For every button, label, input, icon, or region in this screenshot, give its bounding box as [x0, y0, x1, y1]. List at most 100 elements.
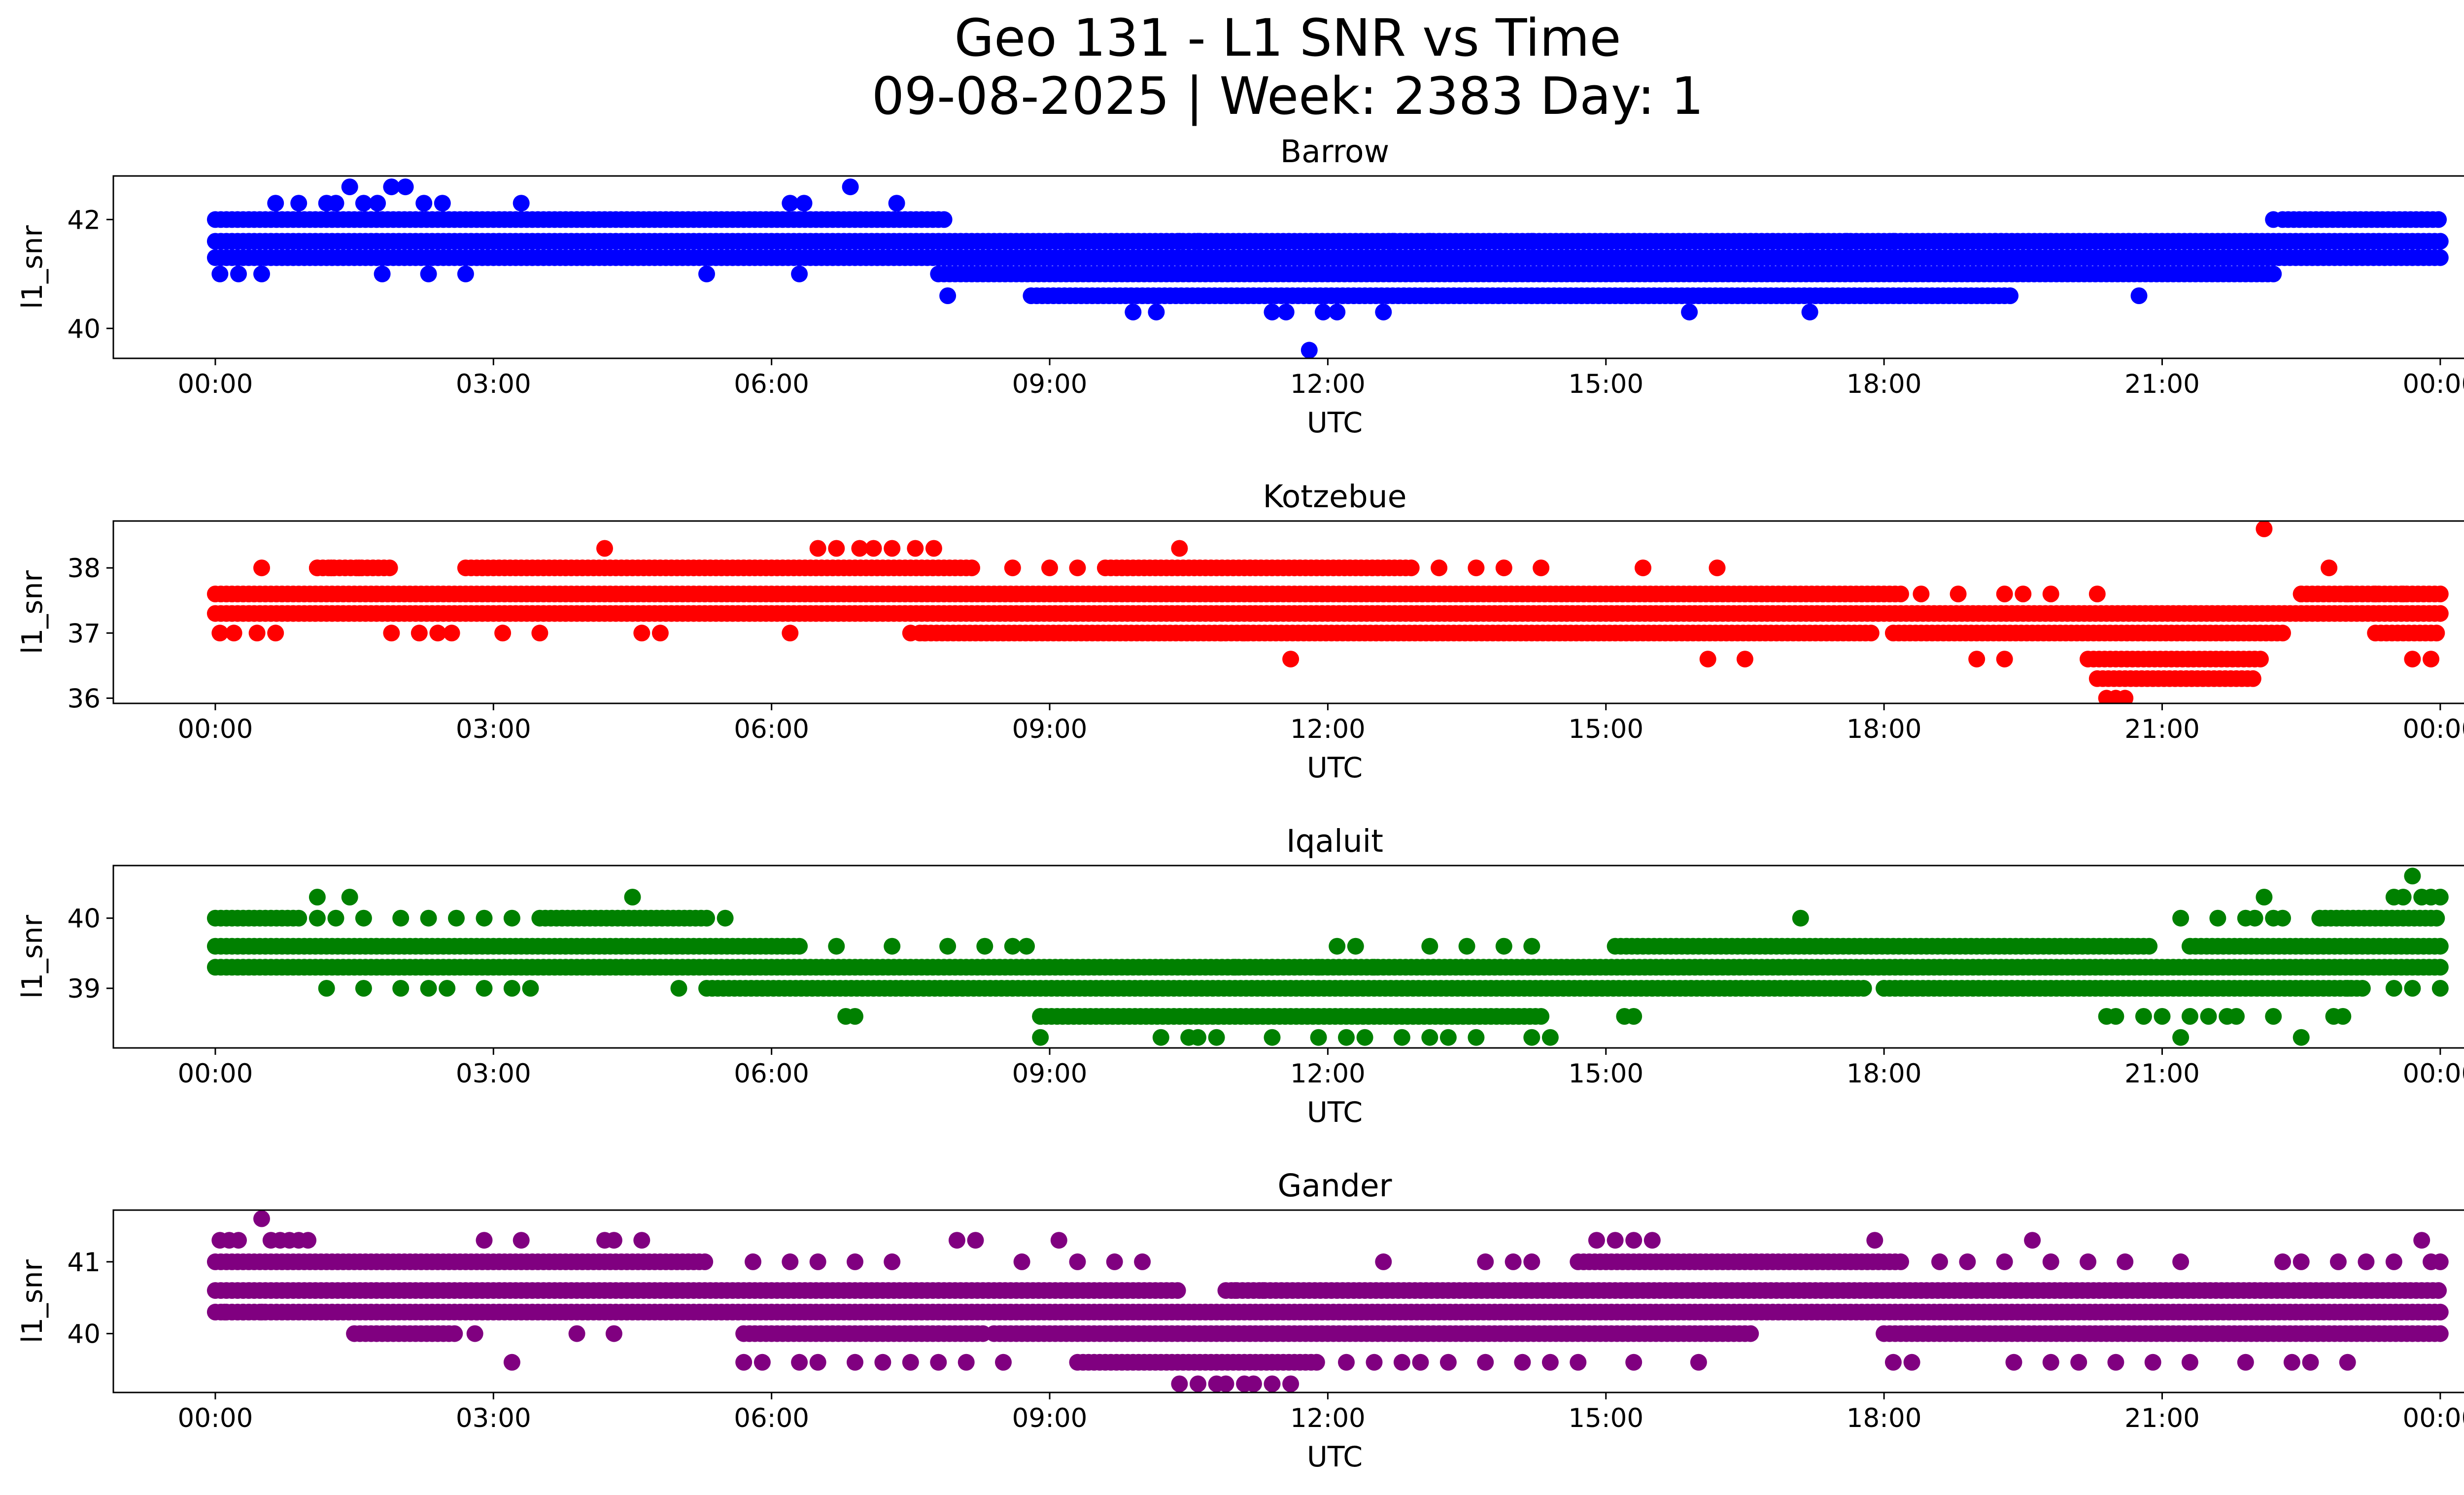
data-point — [2367, 586, 2384, 602]
y-axis-label: l1_snr — [16, 225, 49, 309]
data-point — [1495, 938, 1512, 955]
x-tick-label: 03:00 — [456, 1059, 531, 1089]
data-point — [1468, 559, 1485, 577]
data-point — [1171, 540, 1188, 557]
data-point — [1431, 559, 1448, 577]
data-point — [1523, 1029, 1540, 1046]
data-point — [717, 909, 734, 927]
data-point — [1681, 304, 1698, 321]
data-point — [1458, 233, 1475, 250]
data-point — [381, 559, 398, 577]
data-point — [2002, 287, 2019, 304]
data-point — [439, 980, 456, 997]
data-point — [374, 265, 391, 282]
data-point — [1635, 559, 1651, 577]
y-tick-label: 38 — [68, 554, 101, 584]
x-tick-label: 18:00 — [1847, 369, 1922, 399]
data-point — [2293, 1029, 2310, 1046]
data-point — [842, 178, 859, 196]
data-point — [884, 938, 901, 955]
panel-title: Iqaluit — [1286, 823, 1383, 859]
data-point — [2339, 980, 2356, 997]
data-point — [670, 980, 687, 997]
data-point — [420, 980, 437, 997]
data-point — [1171, 233, 1188, 250]
data-point — [341, 178, 358, 196]
x-tick-label: 06:00 — [734, 1059, 809, 1089]
data-point — [2339, 586, 2356, 602]
data-point — [939, 287, 957, 304]
data-point — [1986, 233, 2004, 250]
data-point — [1541, 1029, 1559, 1046]
data-point — [2252, 651, 2269, 668]
y-tick-label: 36 — [68, 684, 101, 714]
data-point — [828, 540, 845, 557]
x-tick-label: 09:00 — [1012, 369, 1088, 399]
data-point — [795, 195, 813, 212]
data-point — [2228, 1008, 2245, 1025]
data-point — [1838, 980, 1855, 997]
x-tick-label: 00:00 — [178, 1059, 253, 1089]
data-point — [1996, 651, 2013, 668]
x-tick-label: 15:00 — [1568, 1059, 1643, 1089]
data-point — [355, 195, 372, 212]
data-point — [1421, 233, 1438, 250]
data-point — [2431, 959, 2449, 976]
data-point — [1180, 959, 1198, 976]
data-point — [2244, 670, 2261, 687]
x-tick-label: 00:00 — [178, 714, 253, 744]
data-point — [939, 938, 957, 955]
data-point — [1625, 233, 1643, 250]
data-point — [434, 195, 451, 212]
panel-title: Barrow — [1280, 134, 1389, 170]
x-tick-label: 06:00 — [734, 369, 809, 399]
data-point — [1421, 1029, 1438, 1046]
data-point — [1736, 651, 1753, 668]
data-point — [2431, 249, 2449, 266]
data-point — [2431, 1303, 2449, 1321]
data-point — [596, 540, 613, 557]
data-point — [698, 909, 715, 927]
data-point — [2430, 1282, 2447, 1299]
data-point — [1329, 938, 1346, 955]
data-point — [809, 540, 826, 557]
data-point — [355, 980, 372, 997]
data-point — [1310, 1029, 1327, 1046]
data-point — [308, 889, 326, 905]
data-point — [2042, 586, 2059, 602]
data-point — [457, 265, 474, 282]
data-point — [624, 889, 641, 905]
data-point — [1264, 1029, 1281, 1046]
axes-frame — [112, 865, 2464, 1049]
data-point — [916, 625, 933, 642]
data-point — [828, 938, 845, 955]
data-point — [1468, 1029, 1485, 1046]
data-point — [1533, 559, 1550, 577]
data-point — [651, 625, 669, 642]
x-tick-label: 09:00 — [1012, 1059, 1088, 1089]
panel-title: Kotzebue — [1263, 479, 1407, 515]
data-point — [429, 625, 446, 642]
x-tick-label: 03:00 — [456, 714, 531, 744]
data-point — [1801, 304, 1818, 321]
data-point — [1366, 959, 1383, 976]
x-tick-label: 12:00 — [1290, 1059, 1366, 1089]
data-point — [1347, 938, 1364, 955]
x-tick-label: 00:00 — [2402, 369, 2464, 399]
data-point — [2293, 586, 2310, 602]
data-point — [308, 909, 326, 927]
data-point — [2274, 909, 2291, 927]
x-axis-label: UTC — [1307, 752, 1363, 784]
data-point — [1213, 625, 1230, 642]
series-iqaluit — [206, 868, 2449, 1046]
data-point — [2209, 909, 2226, 927]
data-point — [1892, 586, 1909, 602]
data-point — [503, 980, 520, 997]
data-point — [494, 625, 512, 642]
data-point — [2200, 1008, 2217, 1025]
data-point — [2130, 287, 2148, 304]
data-point — [782, 625, 799, 642]
data-point — [1356, 1029, 1373, 1046]
data-point — [1855, 980, 1872, 997]
